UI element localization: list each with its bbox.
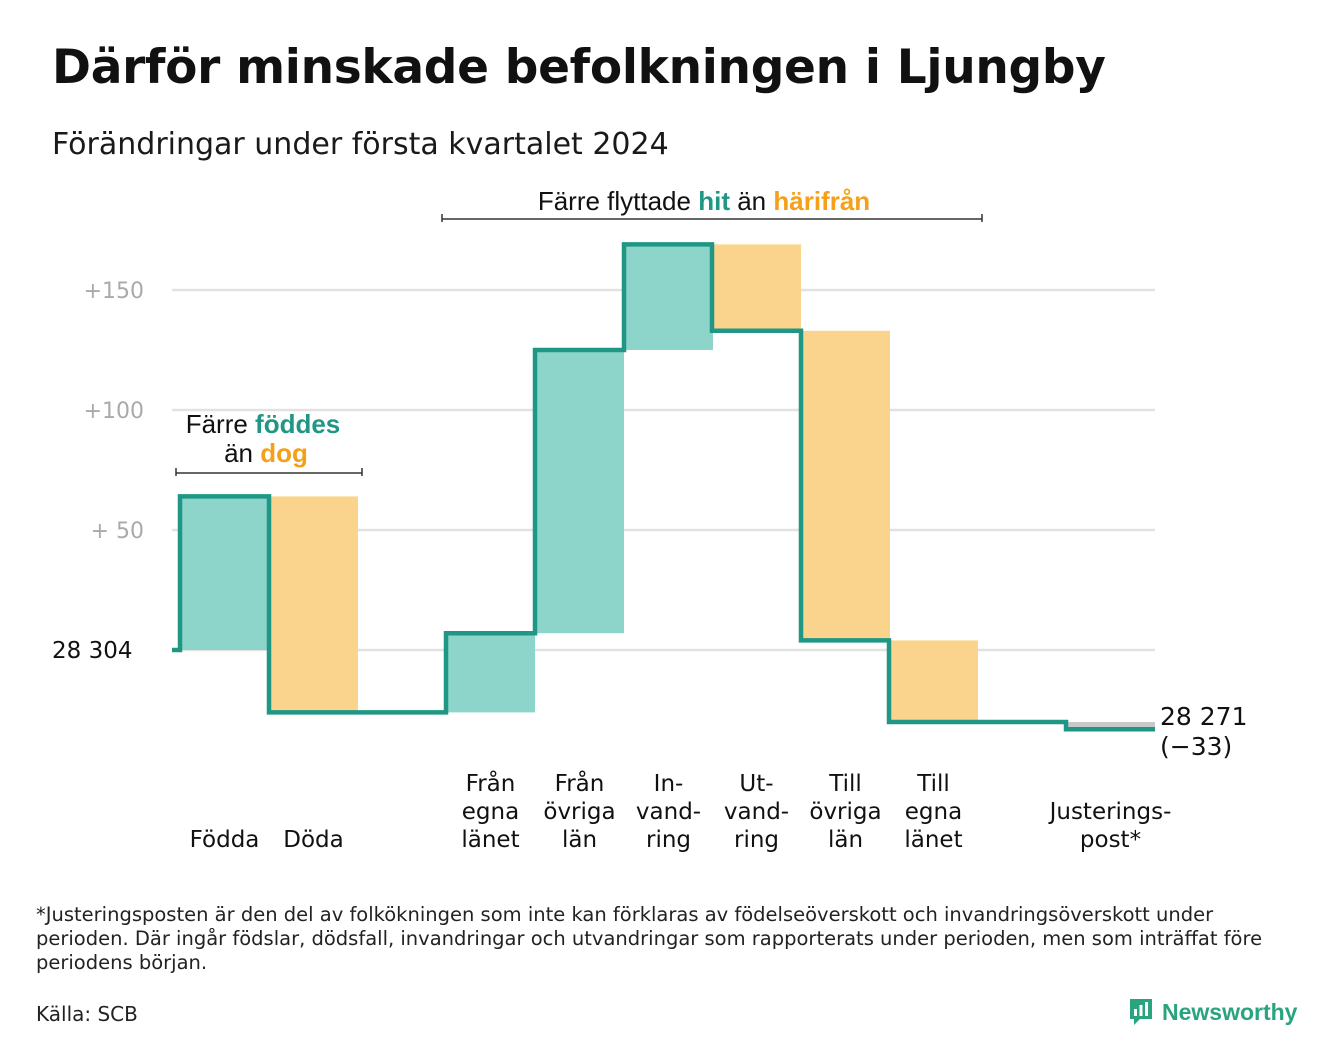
category-label: Till: [916, 771, 950, 797]
bar: [269, 496, 358, 713]
category-label: Från: [555, 769, 605, 797]
y-tick-label: +150: [84, 279, 144, 304]
brand-name: Newsworthy: [1162, 998, 1298, 1025]
y-tick-label: + 50: [91, 519, 144, 544]
category-label: länet: [461, 827, 519, 853]
category-label: län: [828, 827, 863, 853]
annotation-highlight-out: härifrån: [773, 186, 870, 216]
annotation-migration: Färre flyttade hit än härifrån: [538, 186, 870, 216]
category-label: övriga: [543, 799, 615, 825]
end-value-label: 28 271: [1160, 702, 1247, 731]
annotation-highlight-in: föddes: [255, 409, 340, 439]
category-label: övriga: [809, 799, 881, 825]
chart-subtitle: Förändringar under första kvartalet 2024: [52, 127, 669, 162]
category-label: Från: [466, 769, 516, 797]
cumulative-step-line: [172, 242, 1155, 732]
bar: [535, 350, 624, 634]
footnote: *Justeringsposten är den del av folkökni…: [36, 903, 1263, 974]
bar: [1066, 722, 1155, 730]
newsworthy-logo-icon: [1130, 999, 1152, 1025]
annotation-prefix: Färre: [186, 409, 255, 439]
bar: [624, 244, 713, 350]
bar: [712, 244, 801, 331]
brand-logo: Newsworthy: [1128, 997, 1297, 1027]
annotation-births-deaths-line1: Färre föddes: [186, 409, 341, 439]
category-label: post*: [1080, 827, 1141, 853]
bar: [446, 633, 535, 713]
category-label: Till: [828, 771, 862, 797]
annotation-middle: än: [730, 186, 773, 216]
category-label: In-: [654, 771, 684, 797]
category-label: Justerings-: [1048, 799, 1172, 825]
bar: [180, 496, 269, 650]
category-label: länet: [904, 827, 962, 853]
y-tick-label: +100: [84, 399, 144, 424]
category-label: vand-: [636, 799, 701, 825]
chart-title: Därför minskade befolkningen i Ljungby: [52, 40, 1106, 95]
annotation-highlight-in: hit: [698, 186, 730, 216]
source-label: Källa: SCB: [36, 1002, 138, 1026]
end-change-label: (−33): [1160, 732, 1232, 761]
bar: [801, 330, 890, 641]
start-value-label: 28 304: [52, 638, 132, 664]
category-label: Födda: [190, 827, 260, 853]
category-label: egna: [905, 799, 962, 825]
annotation-highlight-out: dog: [260, 438, 308, 468]
category-label: län: [562, 827, 597, 853]
category-label: egna: [462, 799, 519, 825]
category-label: vand-: [724, 799, 789, 825]
category-label: ring: [734, 827, 779, 853]
category-label: Ut-: [739, 771, 773, 797]
category-label: Döda: [283, 827, 343, 853]
annotation-prefix: Färre flyttade: [538, 186, 698, 216]
annotation-middle: än: [224, 438, 260, 468]
annotation-births-deaths-line2: än dog: [224, 438, 308, 468]
bar: [889, 640, 978, 722]
category-label: ring: [646, 827, 691, 853]
